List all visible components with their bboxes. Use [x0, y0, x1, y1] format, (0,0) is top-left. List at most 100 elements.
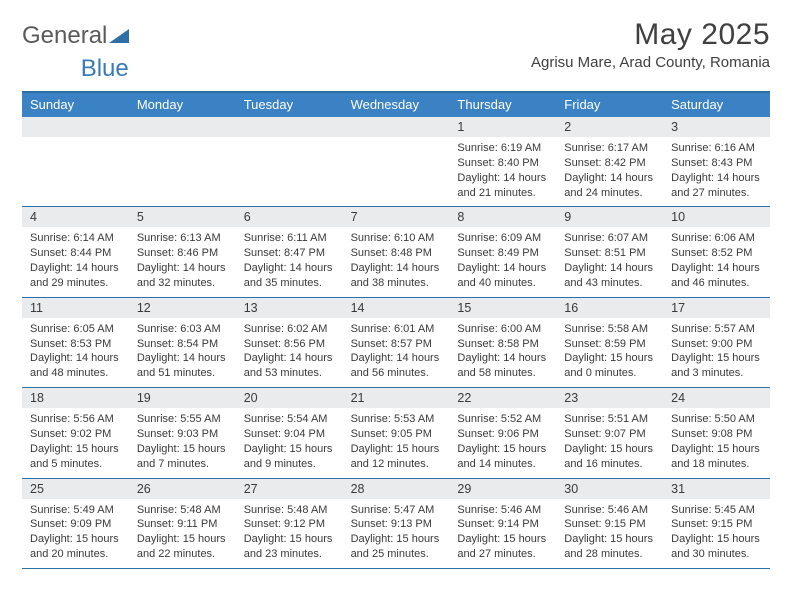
- sunrise-text: Sunrise: 5:49 AM: [30, 503, 121, 518]
- day-number: 25: [22, 479, 129, 499]
- day-number: 2: [556, 117, 663, 137]
- weeks-container: 1Sunrise: 6:19 AMSunset: 8:40 PMDaylight…: [22, 117, 770, 569]
- calendar-cell: 1Sunrise: 6:19 AMSunset: 8:40 PMDaylight…: [449, 117, 556, 206]
- sunset-text: Sunset: 8:59 PM: [564, 337, 655, 352]
- daylight-text: Daylight: 15 hours and 14 minutes.: [457, 442, 548, 472]
- calendar-cell: 30Sunrise: 5:46 AMSunset: 9:15 PMDayligh…: [556, 479, 663, 568]
- day-number: [343, 117, 450, 137]
- calendar-grid: Sunday Monday Tuesday Wednesday Thursday…: [22, 91, 770, 569]
- day-number: [236, 117, 343, 137]
- daylight-text: Daylight: 14 hours and 38 minutes.: [351, 261, 442, 291]
- day-number: 9: [556, 207, 663, 227]
- day-info: Sunrise: 6:01 AMSunset: 8:57 PMDaylight:…: [343, 318, 450, 381]
- sunrise-text: Sunrise: 6:17 AM: [564, 141, 655, 156]
- sunrise-text: Sunrise: 5:46 AM: [564, 503, 655, 518]
- day-number: 1: [449, 117, 556, 137]
- day-info: Sunrise: 5:58 AMSunset: 8:59 PMDaylight:…: [556, 318, 663, 381]
- daylight-text: Daylight: 15 hours and 7 minutes.: [137, 442, 228, 472]
- day-number: 14: [343, 298, 450, 318]
- calendar-cell: 6Sunrise: 6:11 AMSunset: 8:47 PMDaylight…: [236, 207, 343, 296]
- calendar-cell: 10Sunrise: 6:06 AMSunset: 8:52 PMDayligh…: [663, 207, 770, 296]
- day-number: 26: [129, 479, 236, 499]
- sunset-text: Sunset: 9:12 PM: [244, 517, 335, 532]
- day-number: 28: [343, 479, 450, 499]
- calendar-cell: 28Sunrise: 5:47 AMSunset: 9:13 PMDayligh…: [343, 479, 450, 568]
- dayhead-thu: Thursday: [449, 93, 556, 117]
- dayhead-sat: Saturday: [663, 93, 770, 117]
- calendar-cell: 26Sunrise: 5:48 AMSunset: 9:11 PMDayligh…: [129, 479, 236, 568]
- calendar-cell: 8Sunrise: 6:09 AMSunset: 8:49 PMDaylight…: [449, 207, 556, 296]
- day-info: Sunrise: 5:49 AMSunset: 9:09 PMDaylight:…: [22, 499, 129, 562]
- sunrise-text: Sunrise: 5:55 AM: [137, 412, 228, 427]
- calendar-cell: 5 Sunrise: 6:13 AMSunset: 8:46 PMDaylight…: [129, 207, 236, 296]
- daylight-text: Daylight: 14 hours and 32 minutes.: [137, 261, 228, 291]
- daylight-text: Daylight: 14 hours and 53 minutes.: [244, 351, 335, 381]
- calendar-week: 18Sunrise: 5:56 AMSunset: 9:02 PMDayligh…: [22, 388, 770, 478]
- logo-word1: General: [22, 24, 107, 48]
- sunrise-text: Sunrise: 6:07 AM: [564, 231, 655, 246]
- calendar-cell: 3Sunrise: 6:16 AMSunset: 8:43 PMDaylight…: [663, 117, 770, 206]
- sunrise-text: Sunrise: 6:09 AM: [457, 231, 548, 246]
- day-info: Sunrise: 5:53 AMSunset: 9:05 PMDaylight:…: [343, 408, 450, 471]
- sunset-text: Sunset: 8:56 PM: [244, 337, 335, 352]
- sunrise-text: Sunrise: 5:48 AM: [244, 503, 335, 518]
- calendar-cell-blank: [129, 117, 236, 206]
- day-info: Sunrise: 5:56 AMSunset: 9:02 PMDaylight:…: [22, 408, 129, 471]
- sunset-text: Sunset: 8:48 PM: [351, 246, 442, 261]
- calendar-cell: 17Sunrise: 5:57 AMSunset: 9:00 PMDayligh…: [663, 298, 770, 387]
- sunrise-text: Sunrise: 5:56 AM: [30, 412, 121, 427]
- sunset-text: Sunset: 8:57 PM: [351, 337, 442, 352]
- sunset-text: Sunset: 9:05 PM: [351, 427, 442, 442]
- day-info: Sunrise: 6:14 AMSunset: 8:44 PMDaylight:…: [22, 227, 129, 290]
- sunrise-text: Sunrise: 5:54 AM: [244, 412, 335, 427]
- sunrise-text: Sunrise: 6:02 AM: [244, 322, 335, 337]
- sunrise-text: Sunrise: 6:14 AM: [30, 231, 121, 246]
- calendar-cell: 13 Sunrise: 6:02 AMSunset: 8:56 PMDayligh…: [236, 298, 343, 387]
- day-number: 12: [129, 298, 236, 318]
- day-info: Sunrise: 5:54 AMSunset: 9:04 PMDaylight:…: [236, 408, 343, 471]
- day-number: 5: [129, 207, 236, 227]
- sunrise-text: Sunrise: 6:13 AM: [137, 231, 228, 246]
- day-number: 27: [236, 479, 343, 499]
- sunset-text: Sunset: 9:02 PM: [30, 427, 121, 442]
- day-info: Sunrise: 6:03 AMSunset: 8:54 PMDaylight:…: [129, 318, 236, 381]
- sunset-text: Sunset: 9:07 PM: [564, 427, 655, 442]
- day-header-row: Sunday Monday Tuesday Wednesday Thursday…: [22, 93, 770, 117]
- sunset-text: Sunset: 8:49 PM: [457, 246, 548, 261]
- daylight-text: Daylight: 14 hours and 46 minutes.: [671, 261, 762, 291]
- daylight-text: Daylight: 15 hours and 5 minutes.: [30, 442, 121, 472]
- day-info: Sunrise: 6:05 AMSunset: 8:53 PMDaylight:…: [22, 318, 129, 381]
- sunrise-text: Sunrise: 5:48 AM: [137, 503, 228, 518]
- sunrise-text: Sunrise: 6:16 AM: [671, 141, 762, 156]
- sunrise-text: Sunrise: 5:50 AM: [671, 412, 762, 427]
- day-info: Sunrise: 6:11 AMSunset: 8:47 PMDaylight:…: [236, 227, 343, 290]
- sunset-text: Sunset: 9:11 PM: [137, 517, 228, 532]
- sunset-text: Sunset: 9:03 PM: [137, 427, 228, 442]
- calendar-cell: 9Sunrise: 6:07 AMSunset: 8:51 PMDaylight…: [556, 207, 663, 296]
- daylight-text: Daylight: 14 hours and 29 minutes.: [30, 261, 121, 291]
- day-number: 13: [236, 298, 343, 318]
- day-info: Sunrise: 5:48 AMSunset: 9:11 PMDaylight:…: [129, 499, 236, 562]
- day-number: 15: [449, 298, 556, 318]
- title-block: May 2025 Agrisu Mare, Arad County, Roman…: [531, 18, 770, 71]
- sunrise-text: Sunrise: 5:45 AM: [671, 503, 762, 518]
- sunset-text: Sunset: 8:54 PM: [137, 337, 228, 352]
- day-info: Sunrise: 5:57 AMSunset: 9:00 PMDaylight:…: [663, 318, 770, 381]
- sunset-text: Sunset: 8:40 PM: [457, 156, 548, 171]
- day-number: 24: [663, 388, 770, 408]
- daylight-text: Daylight: 14 hours and 40 minutes.: [457, 261, 548, 291]
- sunrise-text: Sunrise: 5:53 AM: [351, 412, 442, 427]
- day-number: 4: [22, 207, 129, 227]
- sunrise-text: Sunrise: 5:57 AM: [671, 322, 762, 337]
- day-number: 6: [236, 207, 343, 227]
- day-number: 31: [663, 479, 770, 499]
- sunset-text: Sunset: 8:42 PM: [564, 156, 655, 171]
- calendar-cell-blank: [236, 117, 343, 206]
- daylight-text: Daylight: 14 hours and 58 minutes.: [457, 351, 548, 381]
- sunset-text: Sunset: 8:46 PM: [137, 246, 228, 261]
- calendar-cell: 2Sunrise: 6:17 AMSunset: 8:42 PMDaylight…: [556, 117, 663, 206]
- daylight-text: Daylight: 15 hours and 25 minutes.: [351, 532, 442, 562]
- sunset-text: Sunset: 8:52 PM: [671, 246, 762, 261]
- sunrise-text: Sunrise: 5:47 AM: [351, 503, 442, 518]
- daylight-text: Daylight: 15 hours and 0 minutes.: [564, 351, 655, 381]
